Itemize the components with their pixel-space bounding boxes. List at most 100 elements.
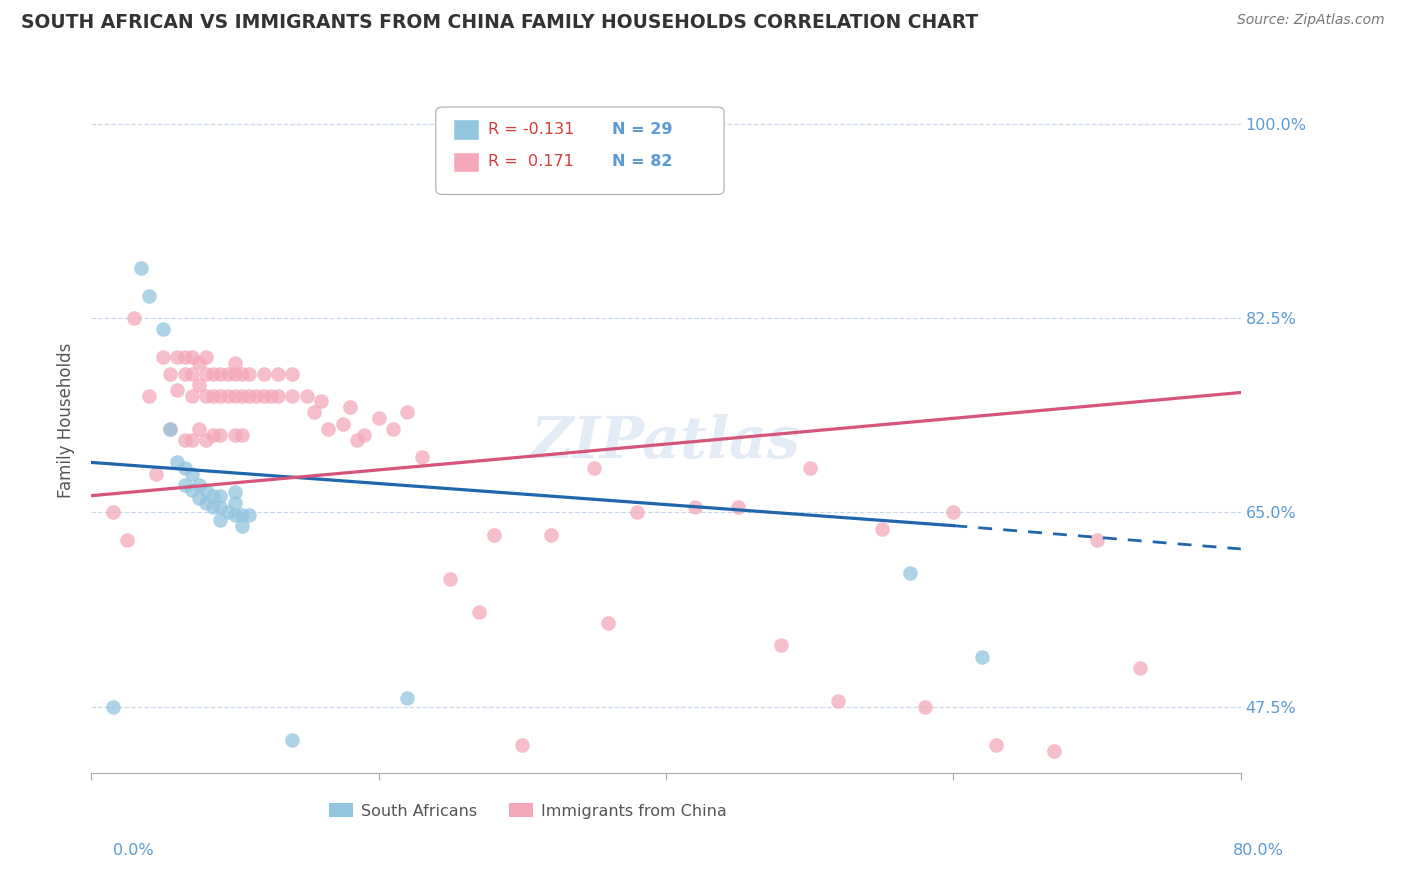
Point bbox=[238, 367, 260, 381]
Point bbox=[173, 477, 195, 491]
Point bbox=[827, 694, 849, 708]
Point bbox=[202, 427, 225, 442]
Point bbox=[914, 699, 936, 714]
Legend: South Africans, Immigrants from China: South Africans, Immigrants from China bbox=[323, 797, 734, 825]
Text: R = -0.131: R = -0.131 bbox=[488, 122, 574, 136]
Point bbox=[166, 350, 188, 364]
Point bbox=[209, 427, 232, 442]
Point bbox=[346, 434, 368, 448]
Point bbox=[799, 461, 821, 475]
Point bbox=[209, 367, 232, 381]
Point bbox=[159, 422, 181, 436]
Point bbox=[173, 434, 195, 448]
Point bbox=[209, 389, 232, 403]
Point bbox=[231, 389, 253, 403]
Point bbox=[898, 566, 921, 581]
Point bbox=[195, 496, 218, 510]
Point bbox=[180, 467, 202, 481]
Point bbox=[942, 505, 965, 519]
Point bbox=[131, 261, 153, 276]
Point bbox=[281, 367, 304, 381]
Point bbox=[138, 389, 160, 403]
Point bbox=[173, 367, 195, 381]
Point bbox=[101, 699, 124, 714]
Point bbox=[252, 389, 274, 403]
Point bbox=[267, 389, 290, 403]
Point bbox=[510, 739, 533, 753]
Point bbox=[180, 350, 202, 364]
Point bbox=[309, 394, 332, 409]
Point bbox=[217, 367, 239, 381]
Point bbox=[231, 427, 253, 442]
Point bbox=[598, 616, 620, 631]
Point bbox=[145, 467, 167, 481]
Point bbox=[1043, 744, 1066, 758]
Point bbox=[583, 461, 606, 475]
Point bbox=[231, 518, 253, 533]
Point bbox=[159, 422, 181, 436]
Point bbox=[683, 500, 706, 514]
Point bbox=[187, 491, 209, 505]
Point bbox=[302, 405, 325, 419]
Point bbox=[159, 367, 181, 381]
Point bbox=[202, 389, 225, 403]
Point bbox=[540, 527, 562, 541]
Point bbox=[195, 367, 218, 381]
Point bbox=[180, 483, 202, 497]
Point bbox=[224, 355, 246, 369]
Point bbox=[166, 384, 188, 398]
Point bbox=[115, 533, 138, 547]
Point bbox=[1085, 533, 1108, 547]
Text: R =  0.171: R = 0.171 bbox=[488, 154, 574, 169]
Point bbox=[217, 389, 239, 403]
Text: SOUTH AFRICAN VS IMMIGRANTS FROM CHINA FAMILY HOUSEHOLDS CORRELATION CHART: SOUTH AFRICAN VS IMMIGRANTS FROM CHINA F… bbox=[21, 13, 979, 32]
Point bbox=[195, 389, 218, 403]
Point bbox=[260, 389, 283, 403]
Point bbox=[138, 289, 160, 303]
Point bbox=[727, 500, 749, 514]
Point bbox=[122, 311, 145, 326]
Point bbox=[281, 732, 304, 747]
Point bbox=[224, 496, 246, 510]
Point bbox=[209, 500, 232, 514]
Point bbox=[339, 400, 361, 414]
Point bbox=[367, 411, 389, 425]
Point bbox=[209, 513, 232, 527]
Point bbox=[166, 455, 188, 469]
Point bbox=[224, 427, 246, 442]
Point bbox=[101, 505, 124, 519]
Point bbox=[217, 505, 239, 519]
Point bbox=[353, 427, 375, 442]
Point bbox=[972, 649, 994, 664]
Point bbox=[202, 489, 225, 503]
Text: 0.0%: 0.0% bbox=[114, 843, 153, 858]
Point bbox=[986, 739, 1008, 753]
Point bbox=[224, 485, 246, 500]
Point bbox=[626, 505, 648, 519]
Point bbox=[316, 422, 339, 436]
Point bbox=[396, 405, 419, 419]
Point bbox=[180, 389, 202, 403]
Point bbox=[870, 522, 893, 536]
Point bbox=[439, 572, 461, 586]
Point bbox=[1129, 661, 1152, 675]
Text: 80.0%: 80.0% bbox=[1233, 843, 1284, 858]
Point bbox=[180, 434, 202, 448]
Point bbox=[252, 367, 274, 381]
Point bbox=[267, 367, 290, 381]
Point bbox=[482, 527, 505, 541]
Point bbox=[195, 350, 218, 364]
Point bbox=[195, 483, 218, 497]
Point bbox=[295, 389, 318, 403]
Point bbox=[238, 389, 260, 403]
Text: ZIPatlas: ZIPatlas bbox=[531, 414, 801, 470]
Point bbox=[231, 367, 253, 381]
Point bbox=[224, 508, 246, 522]
Point bbox=[180, 367, 202, 381]
Point bbox=[231, 508, 253, 522]
Point bbox=[195, 434, 218, 448]
Point bbox=[238, 508, 260, 522]
Point bbox=[202, 500, 225, 514]
Text: N = 29: N = 29 bbox=[612, 122, 672, 136]
Text: Source: ZipAtlas.com: Source: ZipAtlas.com bbox=[1237, 13, 1385, 28]
